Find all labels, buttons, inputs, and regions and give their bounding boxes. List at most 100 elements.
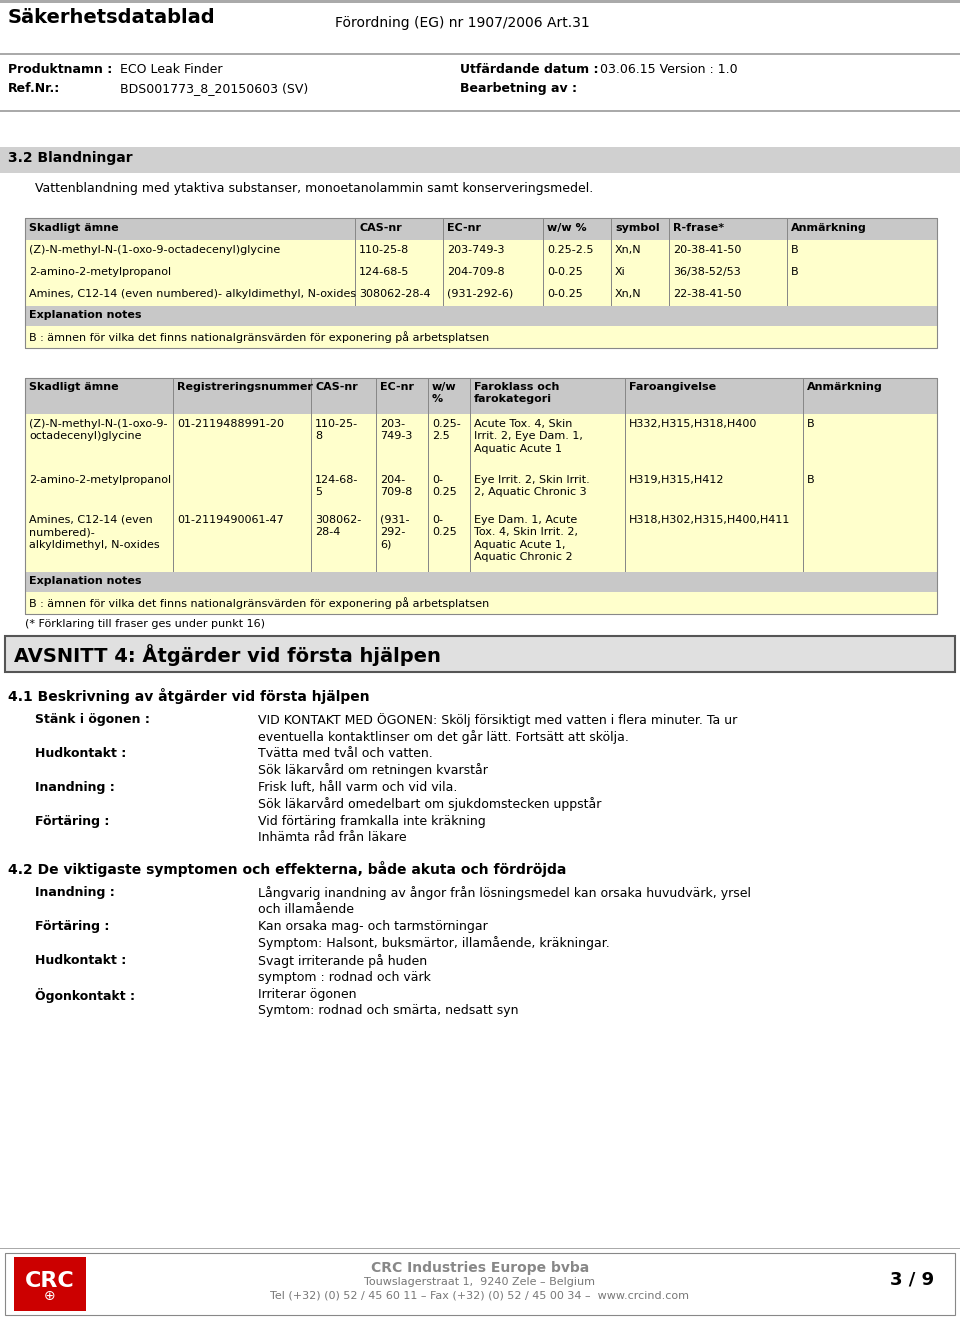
Bar: [5, 1253, 955, 1315]
Text: H318,H302,H315,H400,H411: H318,H302,H315,H400,H411: [629, 515, 790, 525]
Text: Skadligt ämne: Skadligt ämne: [29, 382, 119, 391]
Text: (* Förklaring till fraser ges under punkt 16): (* Förklaring till fraser ges under punk…: [25, 619, 265, 629]
Text: CRC: CRC: [25, 1271, 75, 1292]
Text: CAS-nr: CAS-nr: [315, 382, 358, 391]
Bar: [543, 240, 544, 262]
Bar: [937, 217, 938, 240]
Bar: [355, 283, 356, 306]
Bar: [25, 283, 937, 306]
Text: Acute Tox. 4, Skin
Irrit. 2, Eye Dam. 1,
Aquatic Acute 1: Acute Tox. 4, Skin Irrit. 2, Eye Dam. 1,…: [474, 419, 583, 453]
Bar: [443, 262, 444, 283]
Text: 0.25-
2.5: 0.25- 2.5: [432, 419, 461, 442]
Text: 03.06.15 Version : 1.0: 03.06.15 Version : 1.0: [600, 63, 737, 76]
Text: 0-0.25: 0-0.25: [547, 268, 583, 277]
Bar: [0, 55, 960, 109]
Text: 3 / 9: 3 / 9: [890, 1271, 934, 1289]
Text: Bearbetning av :: Bearbetning av :: [460, 82, 577, 95]
Bar: [937, 510, 938, 572]
Text: 0-
0.25: 0- 0.25: [432, 515, 457, 538]
Text: B: B: [791, 268, 799, 277]
Bar: [787, 283, 788, 306]
Bar: [25, 240, 937, 262]
Text: Förtäring :: Förtäring :: [35, 815, 109, 828]
Text: Tvätta med tvål och vatten.
Sök läkarvård om retningen kvarstår: Tvätta med tvål och vatten. Sök läkarvår…: [258, 747, 488, 778]
Bar: [443, 217, 444, 240]
Text: Anmärkning: Anmärkning: [791, 223, 867, 233]
Text: 0-
0.25: 0- 0.25: [432, 474, 457, 497]
Bar: [611, 217, 612, 240]
Text: B: B: [807, 474, 815, 485]
Bar: [611, 283, 612, 306]
Text: (931-
292-
6): (931- 292- 6): [380, 515, 410, 550]
Text: EC-nr: EC-nr: [380, 382, 414, 391]
Text: 203-749-3: 203-749-3: [447, 245, 505, 254]
Text: Irriterar ögonen
Symtom: rodnad och smärta, nedsatt syn: Irriterar ögonen Symtom: rodnad och smär…: [258, 988, 518, 1017]
Bar: [25, 471, 937, 510]
Text: B: B: [791, 245, 799, 254]
Bar: [611, 262, 612, 283]
Bar: [803, 414, 804, 471]
Bar: [173, 414, 174, 471]
Bar: [803, 471, 804, 510]
Bar: [937, 378, 938, 414]
Bar: [0, 3, 960, 53]
Text: 36/38-52/53: 36/38-52/53: [673, 268, 741, 277]
Text: 3.2 Blandningar: 3.2 Blandningar: [8, 152, 132, 165]
Text: B : ämnen för vilka det finns nationalgränsvärden för exponering på arbetsplatse: B : ämnen för vilka det finns nationalgr…: [29, 331, 490, 343]
Text: H332,H315,H318,H400: H332,H315,H318,H400: [629, 419, 757, 428]
Bar: [625, 414, 626, 471]
Bar: [937, 283, 938, 306]
Text: 204-
709-8: 204- 709-8: [380, 474, 413, 497]
Bar: [0, 0, 960, 3]
Text: Långvarig inandning av ångor från lösningsmedel kan orsaka huvudvärk, yrsel
och : Långvarig inandning av ångor från lösnin…: [258, 886, 751, 916]
Bar: [937, 471, 938, 510]
Text: Tel (+32) (0) 52 / 45 60 11 – Fax (+32) (0) 52 / 45 00 34 –  www.crcind.com: Tel (+32) (0) 52 / 45 60 11 – Fax (+32) …: [271, 1292, 689, 1301]
Bar: [0, 148, 960, 173]
Text: Explanation notes: Explanation notes: [29, 576, 141, 587]
Bar: [25, 326, 937, 348]
Text: Ref.Nr.:: Ref.Nr.:: [8, 82, 60, 95]
Text: 110-25-
8: 110-25- 8: [315, 419, 358, 442]
Text: Skadligt ämne: Skadligt ämne: [29, 223, 119, 233]
Text: Hudkontakt :: Hudkontakt :: [35, 747, 127, 760]
Bar: [376, 414, 377, 471]
Bar: [443, 283, 444, 306]
Text: H319,H315,H412: H319,H315,H412: [629, 474, 725, 485]
Text: Vid förtäring framkalla inte kräkning
Inhämta råd från läkare: Vid förtäring framkalla inte kräkning In…: [258, 815, 486, 844]
Text: Inandning :: Inandning :: [35, 886, 115, 899]
Bar: [311, 378, 312, 414]
Bar: [311, 414, 312, 471]
Text: 2-amino-2-metylpropanol: 2-amino-2-metylpropanol: [29, 268, 171, 277]
Text: symbol: symbol: [615, 223, 660, 233]
Bar: [25, 306, 937, 326]
Text: Registreringsnummer: Registreringsnummer: [177, 382, 313, 391]
Bar: [5, 637, 955, 672]
Text: Hudkontakt :: Hudkontakt :: [35, 954, 127, 967]
Bar: [625, 471, 626, 510]
Text: Frisk luft, håll varm och vid vila.
Sök läkarvård omedelbart om sjukdomstecken u: Frisk luft, håll varm och vid vila. Sök …: [258, 782, 601, 812]
Bar: [428, 378, 429, 414]
Text: B: B: [807, 419, 815, 428]
Text: Förtäring :: Förtäring :: [35, 920, 109, 933]
Bar: [0, 109, 960, 112]
Bar: [543, 217, 544, 240]
Text: 22-38-41-50: 22-38-41-50: [673, 289, 741, 299]
Bar: [14, 1257, 86, 1311]
Text: Produktnamn :: Produktnamn :: [8, 63, 112, 76]
Bar: [543, 283, 544, 306]
Bar: [543, 262, 544, 283]
Text: 01-2119490061-47: 01-2119490061-47: [177, 515, 284, 525]
Bar: [376, 510, 377, 572]
Text: R-frase*: R-frase*: [673, 223, 724, 233]
Bar: [669, 240, 670, 262]
Bar: [937, 240, 938, 262]
Text: 0-0.25: 0-0.25: [547, 289, 583, 299]
Bar: [625, 510, 626, 572]
Text: Kan orsaka mag- och tarmstörningar
Symptom: Halsont, buksmärtor, illamående, krä: Kan orsaka mag- och tarmstörningar Sympt…: [258, 920, 610, 950]
Text: Explanation notes: Explanation notes: [29, 310, 141, 320]
Text: Inandning :: Inandning :: [35, 782, 115, 793]
Text: VID KONTAKT MED ÖGONEN: Skölj försiktigt med vatten i flera minuter. Ta ur
event: VID KONTAKT MED ÖGONEN: Skölj försiktigt…: [258, 713, 737, 745]
Text: Eye Irrit. 2, Skin Irrit.
2, Aquatic Chronic 3: Eye Irrit. 2, Skin Irrit. 2, Aquatic Chr…: [474, 474, 589, 497]
Bar: [173, 510, 174, 572]
Bar: [787, 262, 788, 283]
